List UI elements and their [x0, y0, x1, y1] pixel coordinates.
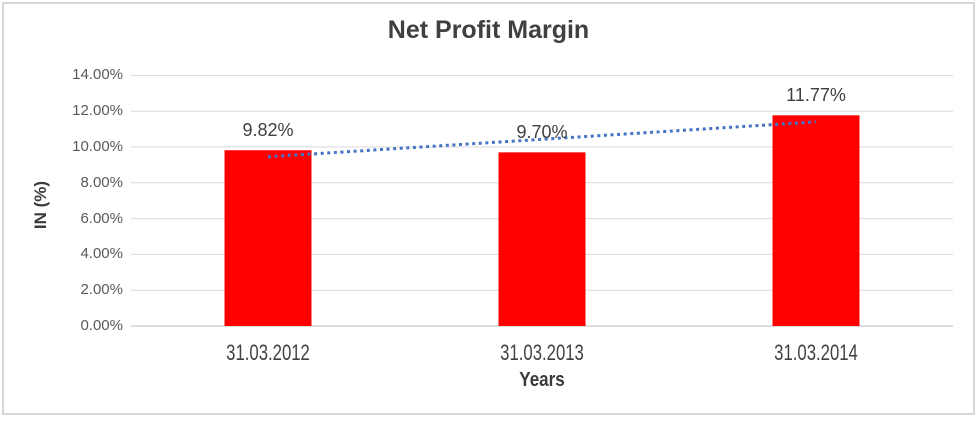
bar-31.03.2012: [224, 150, 312, 326]
y-tick-label: 8.00%: [80, 173, 123, 191]
bar-31.03.2014: [772, 115, 860, 326]
bar-31.03.2013: [498, 152, 586, 326]
x-tick-label: 31.03.2012: [226, 340, 310, 365]
x-axis-title: Years: [519, 369, 565, 391]
x-tick-label: 31.03.2014: [774, 340, 858, 365]
bar-value-label: 9.82%: [242, 120, 294, 141]
y-tick-label: 6.00%: [80, 209, 123, 227]
y-tick-label: 12.00%: [72, 102, 123, 120]
y-tick-label: 14.00%: [72, 66, 123, 84]
y-tick-label: 2.00%: [80, 281, 123, 299]
y-tick-label: 10.00%: [72, 138, 123, 155]
x-tick-label: 31.03.2013: [500, 340, 584, 365]
bar-value-label: 9.70%: [516, 122, 568, 143]
y-tick-label: 4.00%: [80, 245, 123, 263]
trendline-dotted: [267, 120, 817, 159]
chart-title: Net Profit Margin: [387, 16, 590, 44]
y-tick-label: 0.00%: [80, 317, 123, 334]
bar-value-label: 11.77%: [786, 85, 846, 106]
